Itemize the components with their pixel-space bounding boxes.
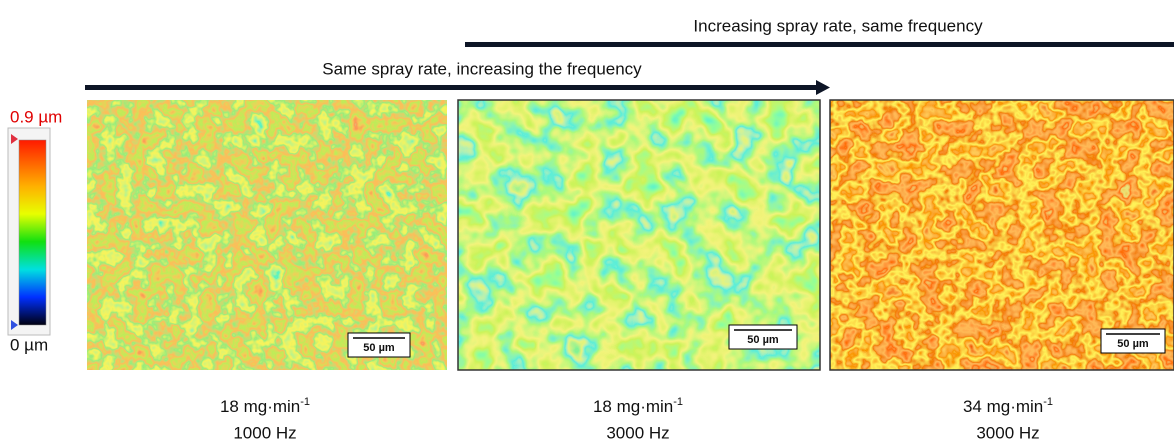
scale-bar-box: [347, 332, 411, 358]
scale-bar-box: [1100, 328, 1166, 354]
caption-frequency: 1000 Hz: [233, 423, 296, 441]
rate-exponent: -1: [300, 396, 310, 408]
rate: 34 mg·min: [963, 397, 1043, 416]
scale-bar-label: 50 µm: [747, 334, 779, 346]
caption-rate: 18 mg·min-1: [593, 396, 683, 417]
caption-rate: 18 mg·min-1: [220, 396, 310, 417]
colorbar-min: 0 µm: [10, 335, 48, 354]
height-map-image: [87, 100, 447, 370]
scale-bar-label: 50 µm: [1117, 338, 1149, 350]
colorbar-marker: [11, 320, 18, 330]
scale-bar-box: [728, 324, 798, 350]
colorbar: [18, 139, 47, 326]
rate: 18 mg·min: [593, 397, 673, 416]
caption-rate: 34 mg·min-1: [963, 396, 1053, 417]
rate-exponent: -1: [673, 396, 683, 408]
height-map-image: [830, 100, 1174, 370]
arrow-label: Increasing spray rate, same frequency: [693, 16, 983, 35]
panel-frame: [457, 99, 821, 371]
arrow-shaft: [465, 42, 1174, 47]
arrow-head: [816, 80, 830, 95]
colorbar-marker: [11, 134, 18, 144]
scale-bar-label: 50 µm: [363, 342, 395, 354]
caption-frequency: 3000 Hz: [976, 423, 1039, 441]
rate-exponent: -1: [1043, 396, 1053, 408]
colorbar-max: 0.9 µm: [10, 107, 62, 126]
caption-frequency: 3000 Hz: [606, 423, 669, 441]
arrow-label: Same spray rate, increasing the frequenc…: [322, 59, 642, 78]
arrow-shaft: [85, 85, 818, 90]
panel-frame: [829, 99, 1174, 371]
rate: 18 mg·min: [220, 397, 300, 416]
